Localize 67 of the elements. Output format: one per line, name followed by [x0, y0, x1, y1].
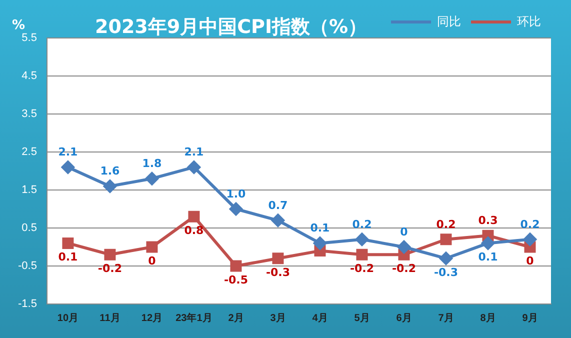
point — [481, 236, 494, 250]
point — [104, 248, 116, 260]
data-label: -0.2 — [350, 262, 374, 275]
x-tick-label: 3月 — [270, 312, 286, 324]
point — [313, 236, 326, 250]
x-tick-label: 11月 — [100, 312, 120, 324]
data-label: 0.1 — [310, 222, 330, 235]
y-tick-label: 3.5 — [22, 108, 37, 120]
x-tick-label: 4月 — [312, 312, 328, 324]
data-label: 0.2 — [520, 218, 540, 231]
data-label: 0 — [400, 225, 408, 238]
x-tick-label: 12月 — [141, 312, 163, 324]
data-label: 0.2 — [436, 218, 456, 231]
point — [356, 248, 368, 260]
point — [524, 232, 536, 246]
point — [145, 172, 158, 186]
data-label: 0.3 — [478, 214, 498, 227]
y-tick-label: 0.5 — [22, 222, 37, 234]
data-label: 0.7 — [268, 198, 288, 212]
data-label: 2.1 — [58, 146, 78, 159]
x-tick-label: 5月 — [354, 312, 370, 324]
point — [439, 252, 452, 265]
point — [230, 260, 242, 272]
chart-title: 2023年9月中国CPI指数（%） — [95, 15, 368, 40]
point — [440, 234, 452, 246]
y-tick-label: 5.5 — [22, 32, 37, 44]
point — [62, 237, 74, 249]
y-axis-title: % — [12, 18, 26, 33]
data-label: 0.1 — [478, 250, 498, 264]
legend-label: 同比 — [437, 14, 461, 28]
data-label: -0.5 — [224, 273, 248, 286]
x-tick-label: 9月 — [522, 312, 538, 324]
point — [272, 252, 284, 264]
point — [229, 202, 242, 216]
x-tick-label: 23年1月 — [176, 312, 212, 324]
x-tick-label: 2月 — [228, 312, 244, 324]
x-tick-label: 10月 — [57, 312, 79, 324]
data-label: 0.2 — [352, 218, 372, 231]
x-tick-label: 7月 — [438, 312, 454, 324]
y-tick-label: -1.5 — [18, 298, 37, 310]
data-label: -0.3 — [434, 266, 458, 279]
data-label: 1.6 — [100, 164, 120, 178]
data-label: 0 — [148, 254, 156, 268]
data-label: 2.1 — [184, 146, 204, 159]
point — [146, 241, 158, 253]
x-tick-label: 6月 — [396, 312, 412, 324]
data-label: 0.8 — [184, 224, 204, 237]
point — [397, 240, 410, 254]
data-label: -0.3 — [266, 266, 290, 279]
data-label: -0.2 — [392, 262, 416, 275]
y-tick-label: -0.5 — [18, 260, 37, 272]
data-label: 1.0 — [226, 187, 246, 200]
data-label: -0.2 — [98, 262, 122, 275]
point — [61, 160, 74, 174]
point — [188, 210, 200, 222]
x-tick-label: 8月 — [480, 312, 496, 324]
data-label: 1.8 — [142, 156, 162, 170]
data-label: 0.1 — [58, 250, 78, 264]
point — [103, 180, 116, 193]
y-tick-label: 2.5 — [22, 146, 37, 158]
point — [187, 160, 200, 174]
y-tick-label: 1.5 — [22, 184, 37, 196]
y-tick-label: 4.5 — [22, 70, 37, 82]
data-label: 0 — [526, 254, 534, 268]
point — [271, 214, 284, 227]
point — [355, 232, 368, 246]
legend-label: 环比 — [517, 14, 541, 28]
